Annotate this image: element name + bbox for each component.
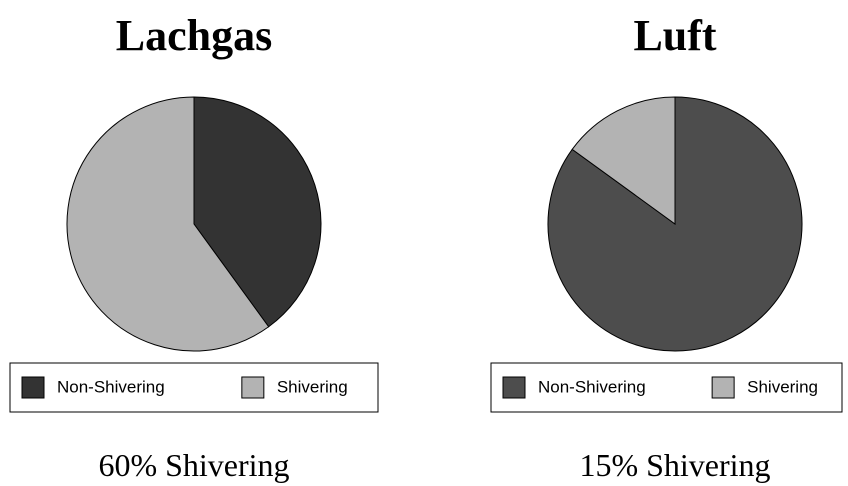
legend-label: Non-Shivering [57, 377, 165, 396]
legend-label: Shivering [277, 377, 348, 396]
chart-title: Lachgas [116, 11, 272, 60]
legend-swatch [241, 376, 265, 399]
legend-swatch [502, 376, 526, 399]
legend-swatch [711, 376, 735, 399]
annotation: 60% Shivering [98, 447, 289, 483]
pie-slice [571, 96, 676, 225]
legend-label: Shivering [747, 377, 818, 396]
pie-slice [193, 96, 322, 328]
legend-label: Non-Shivering [538, 377, 646, 396]
pie-slice [66, 96, 270, 352]
annotation: 15% Shivering [579, 447, 770, 483]
chart-title: Luft [633, 11, 716, 60]
legend-swatch [21, 376, 45, 399]
legend-box [490, 362, 843, 413]
legend-box [9, 362, 379, 413]
